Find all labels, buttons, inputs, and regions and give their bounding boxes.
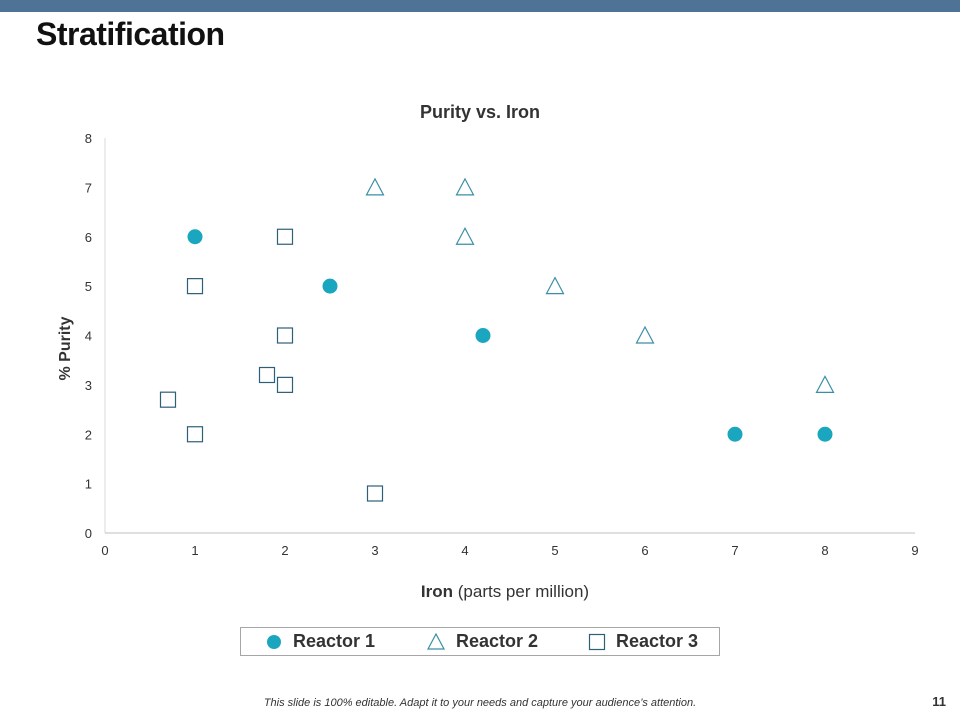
x-tick-label: 8 bbox=[821, 543, 828, 558]
reactor-1-point bbox=[727, 426, 743, 442]
y-tick-label: 1 bbox=[85, 477, 92, 492]
y-tick-label: 6 bbox=[85, 230, 92, 245]
reactor-3-point bbox=[186, 278, 204, 295]
chart-title: Purity vs. Iron bbox=[420, 102, 540, 122]
reactor-3-point bbox=[276, 327, 294, 344]
legend-item-reactor-3: Reactor 3 bbox=[588, 628, 698, 655]
y-tick-label: 8 bbox=[85, 131, 92, 146]
y-tick-label: 4 bbox=[85, 329, 92, 344]
slide-title: Stratification bbox=[36, 16, 225, 52]
reactor-2-point bbox=[455, 177, 475, 196]
x-tick-label: 7 bbox=[731, 543, 738, 558]
y-tick-label: 2 bbox=[85, 427, 92, 442]
reactor-1-point bbox=[322, 278, 338, 294]
legend-label-reactor-1: Reactor 1 bbox=[293, 631, 376, 651]
legend-label-reactor-2: Reactor 2 bbox=[456, 631, 539, 651]
reactor-2-point bbox=[635, 325, 655, 344]
y-tick-label: 7 bbox=[85, 180, 92, 195]
y-tick-label: 3 bbox=[85, 378, 92, 393]
reactor-3-point bbox=[276, 228, 294, 245]
x-axis-label: Iron (parts per million) bbox=[421, 582, 589, 601]
reactor-2-point bbox=[545, 276, 565, 295]
reactor-3-point bbox=[258, 366, 276, 384]
x-tick-label: 0 bbox=[101, 543, 108, 558]
x-tick-label: 1 bbox=[191, 543, 198, 558]
x-tick-label: 5 bbox=[551, 543, 558, 558]
legend-item-reactor-2: Reactor 2 bbox=[426, 628, 538, 655]
top-accent-bar bbox=[0, 0, 960, 12]
x-tick-label: 4 bbox=[461, 543, 468, 558]
reactor-1-point bbox=[187, 229, 203, 245]
reactor-1-point bbox=[475, 328, 491, 343]
reactor-3-point bbox=[159, 391, 177, 408]
page-number: 11 bbox=[932, 694, 946, 709]
reactor-3-point bbox=[276, 376, 294, 393]
reactor-3-point bbox=[366, 485, 384, 502]
x-tick-label: 6 bbox=[641, 543, 648, 558]
open-triangle-marker-icon bbox=[427, 632, 445, 650]
chart-legend: Reactor 1 Reactor 2 Reactor 3 bbox=[240, 627, 720, 656]
y-tick-label: 0 bbox=[85, 526, 92, 541]
footer-note: This slide is 100% editable. Adapt it to… bbox=[263, 697, 697, 709]
x-tick-label: 2 bbox=[281, 543, 288, 558]
reactor-2-point bbox=[365, 177, 385, 196]
y-axis-label: % Purity bbox=[57, 316, 74, 380]
reactor-2-point bbox=[455, 226, 475, 245]
reactor-3-point bbox=[186, 426, 204, 443]
open-square-marker-icon bbox=[588, 633, 606, 650]
legend-item-reactor-1: Reactor 1 bbox=[265, 628, 375, 655]
x-tick-label: 9 bbox=[911, 543, 918, 558]
reactor-2-point bbox=[815, 375, 835, 393]
legend-label-reactor-3: Reactor 3 bbox=[616, 631, 699, 651]
y-tick-label: 5 bbox=[85, 279, 92, 294]
x-tick-label: 3 bbox=[371, 543, 378, 558]
reactor-1-point bbox=[817, 426, 833, 442]
filled-circle-marker-icon bbox=[267, 634, 281, 649]
